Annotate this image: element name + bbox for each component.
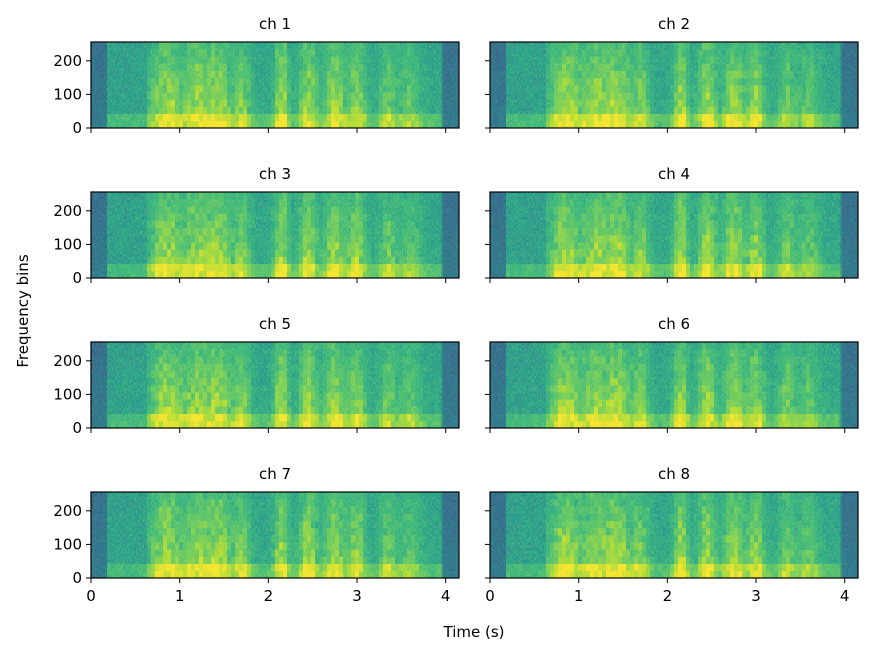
axes-frame <box>489 41 859 129</box>
axes-frame <box>489 491 859 579</box>
panel-title: ch 8 <box>658 465 690 483</box>
axes-frame <box>90 41 460 129</box>
y-tick-label: 100 <box>53 535 82 553</box>
panel-title: ch 4 <box>658 165 690 183</box>
y-tick-label: 0 <box>72 419 82 437</box>
panel-title: ch 2 <box>658 15 690 33</box>
panel-6: ch 6 <box>485 315 859 433</box>
spectrogram-image <box>490 342 859 429</box>
panel-title: ch 7 <box>259 465 291 483</box>
spectrogram-image <box>490 192 859 279</box>
y-tick-label: 100 <box>53 385 82 403</box>
y-tick-label: 0 <box>72 569 82 587</box>
panel-title: ch 6 <box>658 315 690 333</box>
panel-title: ch 3 <box>259 165 291 183</box>
y-axis-label: Frequency bins <box>14 254 32 367</box>
panel-5: ch 5 0 100 200 <box>53 315 460 437</box>
axes-frame <box>489 341 859 429</box>
spectrogram-image <box>91 342 460 429</box>
panel-title: ch 5 <box>259 315 291 333</box>
spectrogram-image <box>91 192 460 279</box>
x-tick-label: 4 <box>441 587 451 605</box>
y-tick-label: 200 <box>53 52 82 70</box>
axes-frame <box>90 191 460 279</box>
x-tick-label: 1 <box>175 587 185 605</box>
y-tick-label: 200 <box>53 352 82 370</box>
panel-7: ch 7 0 100 200 0 1 2 3 4 <box>53 465 460 605</box>
x-tick-label: 4 <box>840 587 850 605</box>
y-tick-label: 100 <box>53 235 82 253</box>
axes-frame <box>90 341 460 429</box>
x-tick-label: 3 <box>352 587 362 605</box>
y-tick-label: 0 <box>72 269 82 287</box>
y-tick-label: 200 <box>53 202 82 220</box>
y-tick-label: 0 <box>72 119 82 137</box>
x-tick-label: 2 <box>663 587 673 605</box>
y-tick-label: 100 <box>53 85 82 103</box>
axes-frame <box>90 491 460 579</box>
axes-frame <box>489 191 859 279</box>
panel-3: ch 3 0 100 200 <box>53 165 460 287</box>
x-tick-label: 2 <box>264 587 274 605</box>
x-tick-label: 3 <box>751 587 761 605</box>
panel-4: ch 4 <box>485 165 859 283</box>
spectrogram-image <box>91 42 460 129</box>
panel-1: ch 1 0 100 200 <box>53 15 460 137</box>
spectrogram-image <box>91 492 460 579</box>
panel-title: ch 1 <box>259 15 291 33</box>
x-tick-label: 0 <box>86 587 96 605</box>
panel-2: ch 2 <box>485 15 859 133</box>
x-axis-label: Time (s) <box>443 623 505 641</box>
spectrogram-image <box>490 42 859 129</box>
y-tick-label: 200 <box>53 502 82 520</box>
panel-8: ch 8 0 1 2 3 4 <box>485 465 859 605</box>
x-tick-label: 0 <box>485 587 495 605</box>
spectrogram-image <box>490 492 859 579</box>
x-tick-label: 1 <box>574 587 584 605</box>
